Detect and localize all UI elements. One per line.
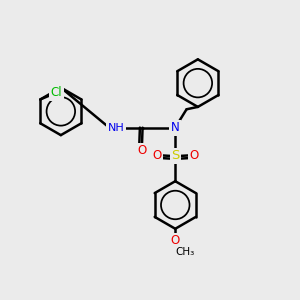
Text: NH: NH: [107, 123, 124, 133]
Text: Cl: Cl: [51, 86, 62, 99]
Text: O: O: [171, 234, 180, 247]
Text: O: O: [189, 149, 199, 162]
Text: CH₃: CH₃: [176, 247, 195, 257]
Text: O: O: [137, 144, 147, 157]
Text: S: S: [171, 149, 179, 162]
Text: N: N: [171, 121, 180, 134]
Text: O: O: [152, 149, 161, 162]
